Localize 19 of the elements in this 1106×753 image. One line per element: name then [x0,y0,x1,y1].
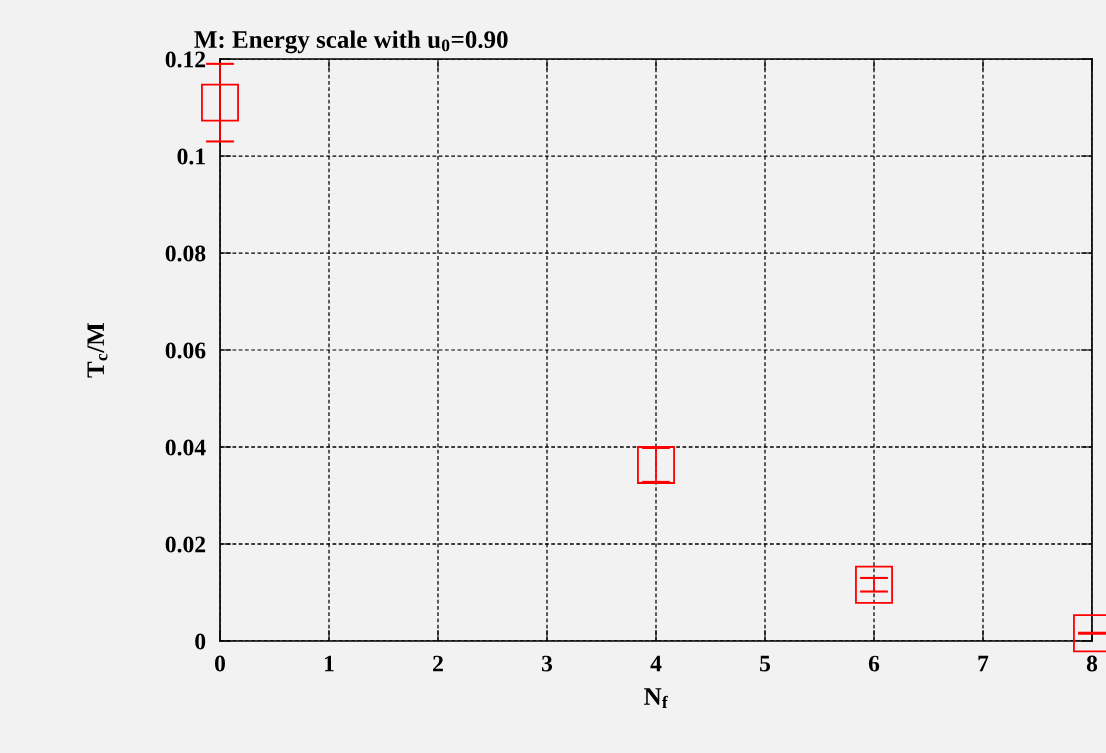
x-tick-label: 4 [650,655,662,672]
x-tick-label: 3 [541,655,553,672]
x-tick-label: 5 [760,655,771,672]
y-tick-label: 0.08 [165,245,206,262]
x-tick-label: 6 [868,655,880,672]
y-tick-label: 0.06 [165,342,206,359]
x-tick-label: 8 [1086,655,1098,672]
point [855,565,893,604]
y-tick-label: 0.02 [165,536,206,553]
x-tick-label: 2 [433,655,443,672]
x-tick-label: 1 [324,655,334,672]
x-tick-label: 7 [978,655,989,672]
y-tick-label: 0.04 [165,439,206,456]
y-tick-label: 0 [195,633,206,650]
y-axis-title: T$_{c}$/M [87,322,108,378]
y-tick-label: 0.1 [177,148,205,165]
x-tick-label: 0 [215,655,225,672]
x-axis-title: N$_{f}$ [644,688,668,709]
point [201,83,239,122]
